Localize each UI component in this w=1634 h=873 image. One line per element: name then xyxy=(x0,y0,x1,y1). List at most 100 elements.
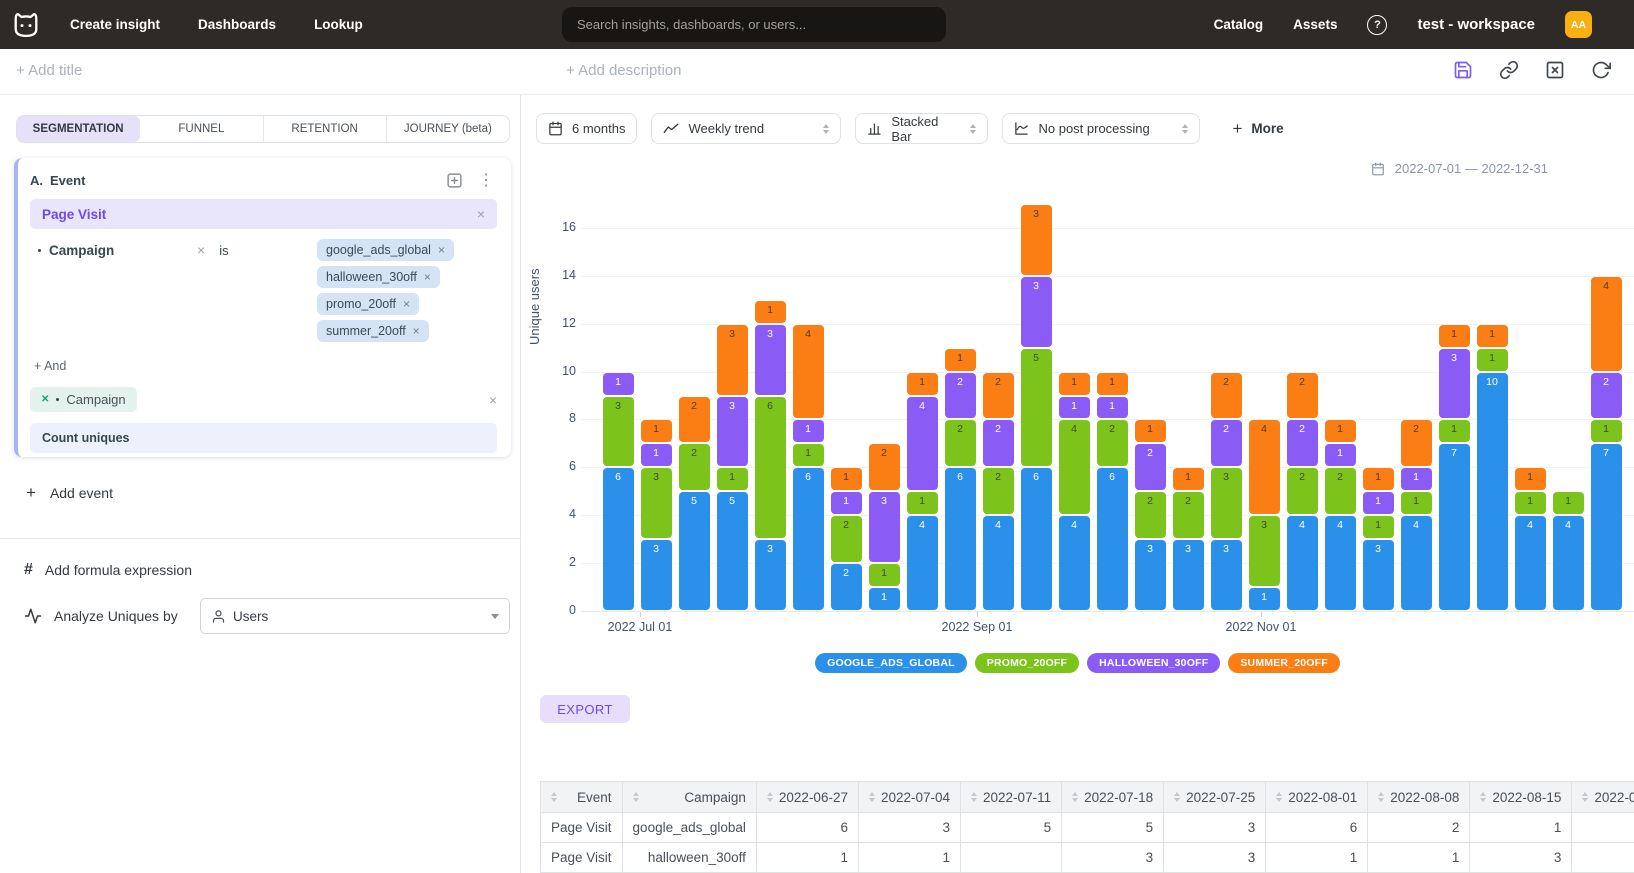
column-header-event[interactable]: Event xyxy=(541,782,623,813)
remove-breakdown-icon[interactable]: × xyxy=(489,393,497,407)
bar-segment-google_ads_global-2022-09-26[interactable]: 6 xyxy=(1097,468,1128,610)
bar-segment-summer_20off-2022-10-03[interactable]: 1 xyxy=(1135,420,1166,442)
bar-segment-halloween_30off-2022-11-14[interactable]: 1 xyxy=(1363,492,1394,514)
bar-segment-google_ads_global-2022-11-07[interactable]: 4 xyxy=(1325,516,1356,610)
refresh-icon[interactable] xyxy=(1590,59,1612,81)
sort-icon[interactable] xyxy=(767,792,773,802)
bar-segment-promo_20off-2022-09-05[interactable]: 2 xyxy=(983,468,1014,514)
sort-icon[interactable] xyxy=(1174,792,1180,802)
chart-type-select[interactable]: Stacked Bar xyxy=(855,113,988,144)
bar-segment-google_ads_global-2022-12-19[interactable]: 4 xyxy=(1553,516,1584,610)
bar-segment-summer_20off-2022-11-28[interactable]: 1 xyxy=(1439,325,1470,347)
trend-select[interactable]: Weekly trend xyxy=(651,113,841,144)
event-menu-icon[interactable]: ⋮ xyxy=(475,169,497,191)
bar-segment-summer_20off-2022-07-11[interactable]: 2 xyxy=(679,397,710,443)
bar-segment-google_ads_global-2022-11-21[interactable]: 4 xyxy=(1401,516,1432,610)
bar-segment-promo_20off-2022-10-03[interactable]: 2 xyxy=(1135,492,1166,538)
bar-segment-promo_20off-2022-09-26[interactable]: 2 xyxy=(1097,420,1128,466)
bar-segment-halloween_30off-2022-08-22[interactable]: 4 xyxy=(907,397,938,491)
bar-segment-google_ads_global-2022-10-24[interactable]: 1 xyxy=(1249,588,1280,610)
bar-segment-promo_20off-2022-08-22[interactable]: 1 xyxy=(907,492,938,514)
bar-segment-google_ads_global-2022-09-05[interactable]: 4 xyxy=(983,516,1014,610)
bar-segment-halloween_30off-2022-10-31[interactable]: 2 xyxy=(1287,420,1318,466)
column-header-2022-06-27[interactable]: 2022-06-27 xyxy=(756,782,858,813)
tab-retention[interactable]: RETENTION xyxy=(264,116,387,142)
bar-segment-google_ads_global-2022-07-25[interactable]: 3 xyxy=(755,540,786,610)
bar-segment-summer_20off-2022-08-22[interactable]: 1 xyxy=(907,373,938,395)
app-logo-cat-icon[interactable] xyxy=(10,9,42,41)
bar-segment-promo_20off-2022-09-12[interactable]: 5 xyxy=(1021,349,1052,467)
bar-segment-promo_20off-2022-06-27[interactable]: 3 xyxy=(603,397,634,467)
bar-segment-summer_20off-2022-09-19[interactable]: 1 xyxy=(1059,373,1090,395)
add-formula-button[interactable]: # Add formula expression xyxy=(24,561,192,579)
remove-value-icon[interactable]: × xyxy=(438,244,445,256)
sort-icon[interactable] xyxy=(869,792,875,802)
bar-segment-promo_20off-2022-09-19[interactable]: 4 xyxy=(1059,420,1090,514)
bar-segment-google_ads_global-2022-12-12[interactable]: 4 xyxy=(1515,516,1546,610)
search-input[interactable] xyxy=(562,7,946,42)
bar-segment-halloween_30off-2022-08-15[interactable]: 3 xyxy=(869,492,900,562)
bar-segment-google_ads_global-2022-06-27[interactable]: 6 xyxy=(603,468,634,610)
bar-segment-halloween_30off-2022-07-18[interactable]: 3 xyxy=(717,397,748,467)
export-button[interactable]: EXPORT xyxy=(540,695,630,723)
bar-segment-halloween_30off-2022-12-26[interactable]: 2 xyxy=(1591,373,1622,419)
bar-segment-google_ads_global-2022-10-17[interactable]: 3 xyxy=(1211,540,1242,610)
nav-assets[interactable]: Assets xyxy=(1293,17,1337,32)
save-icon[interactable] xyxy=(1452,59,1474,81)
filter-property[interactable]: Campaign xyxy=(49,243,197,258)
bar-segment-summer_20off-2022-09-26[interactable]: 1 xyxy=(1097,373,1128,395)
remove-event-icon[interactable]: × xyxy=(477,207,485,221)
bar-segment-google_ads_global-2022-09-12[interactable]: 6 xyxy=(1021,468,1052,610)
bar-segment-summer_20off-2022-11-07[interactable]: 1 xyxy=(1325,420,1356,442)
bar-segment-promo_20off-2022-11-28[interactable]: 1 xyxy=(1439,420,1470,442)
post-processing-select[interactable]: No post processing xyxy=(1002,113,1200,144)
duplicate-event-icon[interactable] xyxy=(443,169,465,191)
bar-segment-halloween_30off-2022-07-25[interactable]: 3 xyxy=(755,325,786,395)
bar-segment-google_ads_global-2022-10-03[interactable]: 3 xyxy=(1135,540,1166,610)
filter-value-chip[interactable]: summer_20off× xyxy=(317,320,429,342)
filter-operator[interactable]: is xyxy=(219,243,228,258)
nav-catalog[interactable]: Catalog xyxy=(1214,17,1264,32)
legend-item-halloween_30off[interactable]: HALLOWEEN_30OFF xyxy=(1087,653,1220,673)
tab-segmentation[interactable]: SEGMENTATION xyxy=(17,116,140,142)
column-header-2022-07-04[interactable]: 2022-07-04 xyxy=(858,782,960,813)
nav-dashboards[interactable]: Dashboards xyxy=(198,17,276,32)
column-header-2022-08-08[interactable]: 2022-08-08 xyxy=(1368,782,1470,813)
bar-segment-promo_20off-2022-07-04[interactable]: 3 xyxy=(641,468,672,538)
bar-segment-halloween_30off-2022-09-26[interactable]: 1 xyxy=(1097,397,1128,419)
filter-value-chip[interactable]: google_ads_global× xyxy=(317,239,454,261)
bar-segment-promo_20off-2022-10-31[interactable]: 2 xyxy=(1287,468,1318,514)
column-header-2022-07-25[interactable]: 2022-07-25 xyxy=(1164,782,1266,813)
bar-segment-halloween_30off-2022-07-04[interactable]: 1 xyxy=(641,444,672,466)
copy-link-icon[interactable] xyxy=(1498,59,1520,81)
bar-segment-halloween_30off-2022-08-01[interactable]: 1 xyxy=(793,420,824,442)
column-header-2022-08-22[interactable]: 2022-08-22 xyxy=(1572,782,1634,813)
add-title-field[interactable]: + Add title xyxy=(16,62,82,79)
filter-value-chip[interactable]: promo_20off× xyxy=(317,293,419,315)
filter-value-chip[interactable]: halloween_30off× xyxy=(317,266,440,288)
bar-segment-summer_20off-2022-09-05[interactable]: 2 xyxy=(983,373,1014,419)
bar-segment-promo_20off-2022-11-21[interactable]: 1 xyxy=(1401,492,1432,514)
bar-segment-promo_20off-2022-07-11[interactable]: 2 xyxy=(679,444,710,490)
bar-segment-promo_20off-2022-11-07[interactable]: 2 xyxy=(1325,468,1356,514)
nav-lookup[interactable]: Lookup xyxy=(314,17,363,32)
bar-segment-halloween_30off-2022-10-03[interactable]: 2 xyxy=(1135,444,1166,490)
bar-segment-summer_20off-2022-11-21[interactable]: 2 xyxy=(1401,420,1432,466)
bar-segment-google_ads_global-2022-07-04[interactable]: 3 xyxy=(641,540,672,610)
bar-segment-summer_20off-2022-07-18[interactable]: 3 xyxy=(717,325,748,395)
legend-item-google_ads_global[interactable]: GOOGLE_ADS_GLOBAL xyxy=(815,653,967,673)
bar-segment-google_ads_global-2022-08-15[interactable]: 1 xyxy=(869,588,900,610)
add-and-condition[interactable]: + And xyxy=(34,359,497,373)
bar-segment-summer_20off-2022-08-08[interactable]: 1 xyxy=(831,468,862,490)
bar-segment-summer_20off-2022-10-10[interactable]: 1 xyxy=(1173,468,1204,490)
sort-icon[interactable] xyxy=(633,792,639,802)
remove-icon[interactable]: ✕ xyxy=(41,394,49,405)
tab-funnel[interactable]: FUNNEL xyxy=(140,116,263,142)
column-header-campaign[interactable]: Campaign xyxy=(622,782,756,813)
bar-segment-promo_20off-2022-10-17[interactable]: 3 xyxy=(1211,468,1242,538)
bar-segment-promo_20off-2022-12-26[interactable]: 1 xyxy=(1591,420,1622,442)
bar-segment-promo_20off-2022-10-24[interactable]: 3 xyxy=(1249,516,1280,586)
bar-segment-summer_20off-2022-07-04[interactable]: 1 xyxy=(641,420,672,442)
bar-segment-promo_20off-2022-11-14[interactable]: 1 xyxy=(1363,516,1394,538)
tab-journey-beta[interactable]: JOURNEY (beta) xyxy=(387,116,509,142)
